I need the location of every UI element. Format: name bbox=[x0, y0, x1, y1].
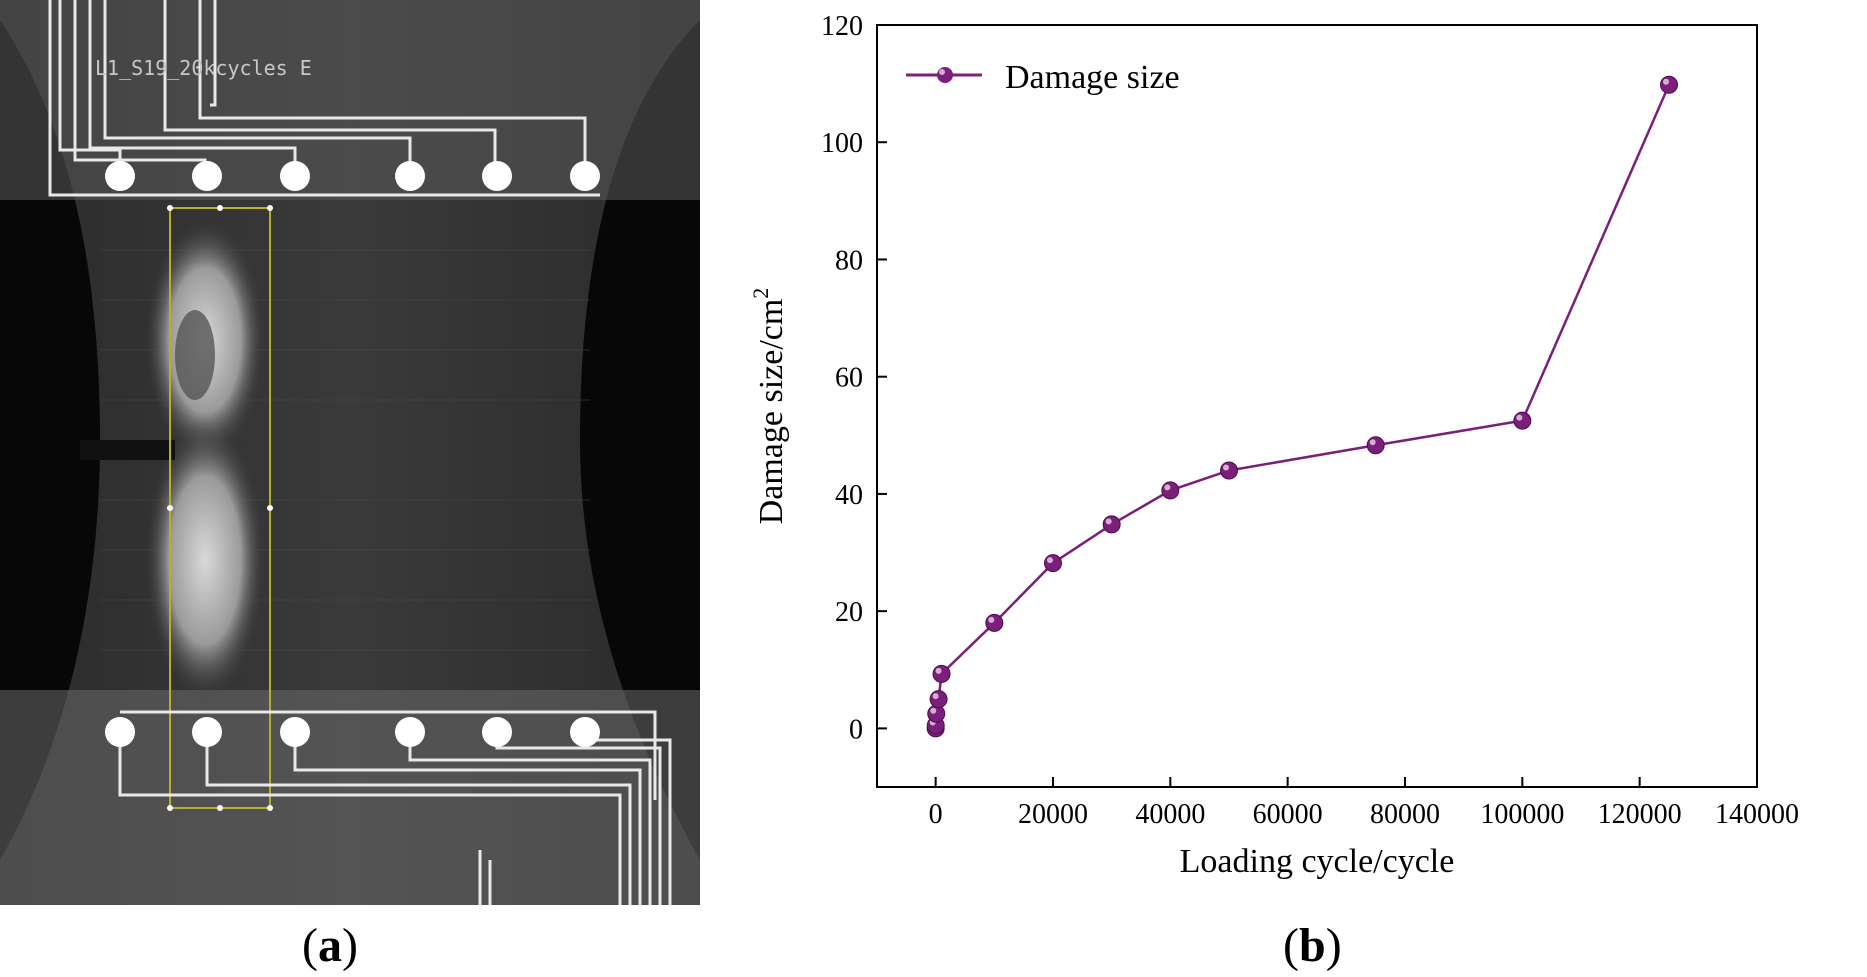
series-line bbox=[934, 84, 1671, 729]
data-point bbox=[1660, 75, 1678, 94]
x-tick-label: 40000 bbox=[1135, 799, 1205, 830]
y-axis-title-superscript: 2 bbox=[748, 288, 773, 299]
data-point bbox=[1366, 436, 1385, 455]
x-tick-label: 120000 bbox=[1598, 799, 1682, 830]
y-axis-title: Damage size/cm2 bbox=[748, 288, 790, 525]
data-point-highlight bbox=[1105, 518, 1112, 525]
data-point-highlight bbox=[1164, 484, 1171, 491]
x-axis-ticks: 0 20000 40000 60000 80000 100000 120000 140000 bbox=[929, 777, 1799, 830]
specimen-image: L1_S19_20kcycles E bbox=[0, 0, 700, 905]
data-point-highlight bbox=[1663, 78, 1669, 85]
data-point bbox=[929, 690, 948, 709]
y-tick-label: 80 bbox=[835, 245, 863, 276]
bottom-electrodes bbox=[105, 717, 600, 747]
data-point bbox=[1513, 411, 1532, 430]
data-point-highlight bbox=[1047, 557, 1053, 564]
data-point bbox=[927, 704, 946, 723]
y-tick-label: 20 bbox=[835, 597, 863, 628]
panel-b-caption: (b) bbox=[1283, 919, 1342, 972]
legend: Damage size bbox=[906, 59, 1180, 96]
series-layer bbox=[926, 75, 1678, 738]
data-point-highlight bbox=[1369, 439, 1376, 446]
y-axis-title-text: Damage size/cm bbox=[753, 299, 790, 525]
panel-a-caption: (a) bbox=[302, 919, 358, 972]
y-tick-label: 40 bbox=[835, 480, 863, 511]
x-tick-label: 20000 bbox=[1018, 799, 1088, 830]
x-tick-label: 0 bbox=[929, 799, 943, 830]
top-electrodes bbox=[105, 161, 600, 191]
data-point bbox=[1044, 554, 1062, 573]
legend-marker bbox=[937, 67, 953, 83]
legend-label: Damage size bbox=[1005, 59, 1180, 96]
damage-zone-lower bbox=[145, 420, 265, 700]
data-point bbox=[932, 664, 951, 683]
x-tick-label: 100000 bbox=[1480, 799, 1564, 830]
y-tick-label: 120 bbox=[821, 11, 863, 42]
x-tick-label: 60000 bbox=[1253, 799, 1323, 830]
data-point-highlight bbox=[1223, 464, 1229, 471]
data-point-highlight bbox=[932, 693, 939, 700]
x-axis-title: Loading cycle/cycle bbox=[1180, 843, 1455, 880]
y-axis-ticks: 0 20 40 60 80 100 120 bbox=[821, 11, 887, 745]
plot-frame bbox=[876, 24, 1758, 788]
data-point-highlight bbox=[930, 707, 937, 714]
crack-line bbox=[80, 440, 175, 460]
data-point bbox=[1220, 461, 1238, 480]
data-point-highlight bbox=[1516, 414, 1523, 421]
data-point-highlight bbox=[988, 616, 995, 623]
damage-size-chart: 0 20000 40000 60000 80000 100000 120000 140000 … bbox=[748, 11, 1799, 880]
data-point-highlight bbox=[935, 667, 942, 674]
data-point bbox=[985, 613, 1004, 632]
data-point bbox=[1161, 481, 1180, 500]
y-tick-label: 60 bbox=[835, 363, 863, 394]
y-tick-label: 0 bbox=[849, 714, 863, 745]
y-tick-label: 100 bbox=[821, 128, 863, 159]
data-point bbox=[1102, 515, 1121, 534]
x-tick-label: 140000 bbox=[1715, 799, 1799, 830]
x-tick-label: 80000 bbox=[1370, 799, 1440, 830]
specimen-label: L1_S19_20kcycles E bbox=[95, 56, 312, 80]
